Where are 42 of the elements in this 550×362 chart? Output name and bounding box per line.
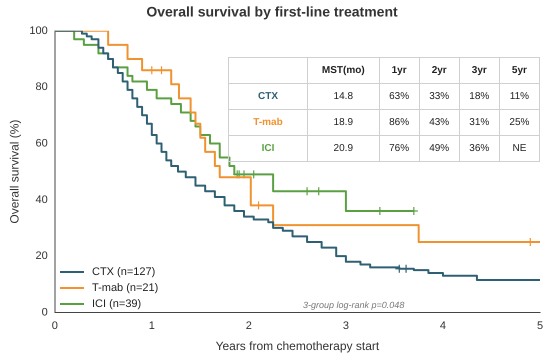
chart-title: Overall survival by first-line treatment bbox=[146, 3, 398, 20]
y-axis-title: Overall survival (%) bbox=[8, 120, 22, 224]
legend-label: ICI (n=39) bbox=[92, 298, 142, 310]
annotation: 31% bbox=[459, 110, 500, 136]
annotation: 25% bbox=[499, 110, 540, 136]
x-tick-label: 0 bbox=[52, 320, 58, 332]
y-tick-label: 60 bbox=[36, 137, 48, 150]
y-tick-label: 0 bbox=[42, 306, 48, 318]
x-tick-label: 1 bbox=[148, 320, 155, 332]
y-tick-label: 80 bbox=[36, 81, 48, 94]
annotation: 43% bbox=[419, 110, 460, 136]
y-tick-label: 40 bbox=[36, 194, 48, 206]
legend-label: T-mab (n=21) bbox=[92, 282, 158, 294]
annotation: 86% bbox=[379, 110, 420, 136]
annotation: 18.9 bbox=[308, 110, 380, 136]
annotation: 3yr bbox=[459, 58, 500, 84]
annotation: 18% bbox=[459, 84, 500, 110]
annotation: 5yr bbox=[499, 58, 540, 84]
x-tick-label: 4 bbox=[440, 320, 446, 332]
annotation: ICI bbox=[228, 136, 308, 162]
annotation: MST(mo) bbox=[308, 58, 380, 84]
annotation: NE bbox=[499, 136, 540, 162]
x-tick-label: 5 bbox=[536, 320, 544, 332]
x-tick-label: 2 bbox=[246, 320, 252, 332]
annotation: 3-group log-rank p=0.048 bbox=[303, 300, 404, 310]
annotation: 76% bbox=[379, 136, 420, 162]
annotation: 63% bbox=[379, 84, 420, 110]
legend-label: CTX (n=127) bbox=[92, 266, 156, 278]
annotation: 2yr bbox=[419, 58, 460, 84]
y-tick-label: 100 bbox=[29, 24, 48, 37]
annotation: CTX bbox=[228, 84, 308, 110]
annotation: 33% bbox=[419, 84, 460, 110]
x-axis-title: Years from chemotherapy start bbox=[216, 339, 380, 354]
annotation: 14.8 bbox=[308, 84, 380, 110]
annotation: 20.9 bbox=[308, 136, 380, 162]
x-tick-label: 3 bbox=[342, 320, 349, 332]
annotation: 11% bbox=[499, 84, 540, 110]
y-tick-label: 20 bbox=[36, 250, 48, 262]
annotation: 1yr bbox=[379, 58, 420, 84]
annotation: T-mab bbox=[228, 110, 308, 136]
annotation: 49% bbox=[419, 136, 460, 162]
annotation: 36% bbox=[459, 136, 500, 162]
